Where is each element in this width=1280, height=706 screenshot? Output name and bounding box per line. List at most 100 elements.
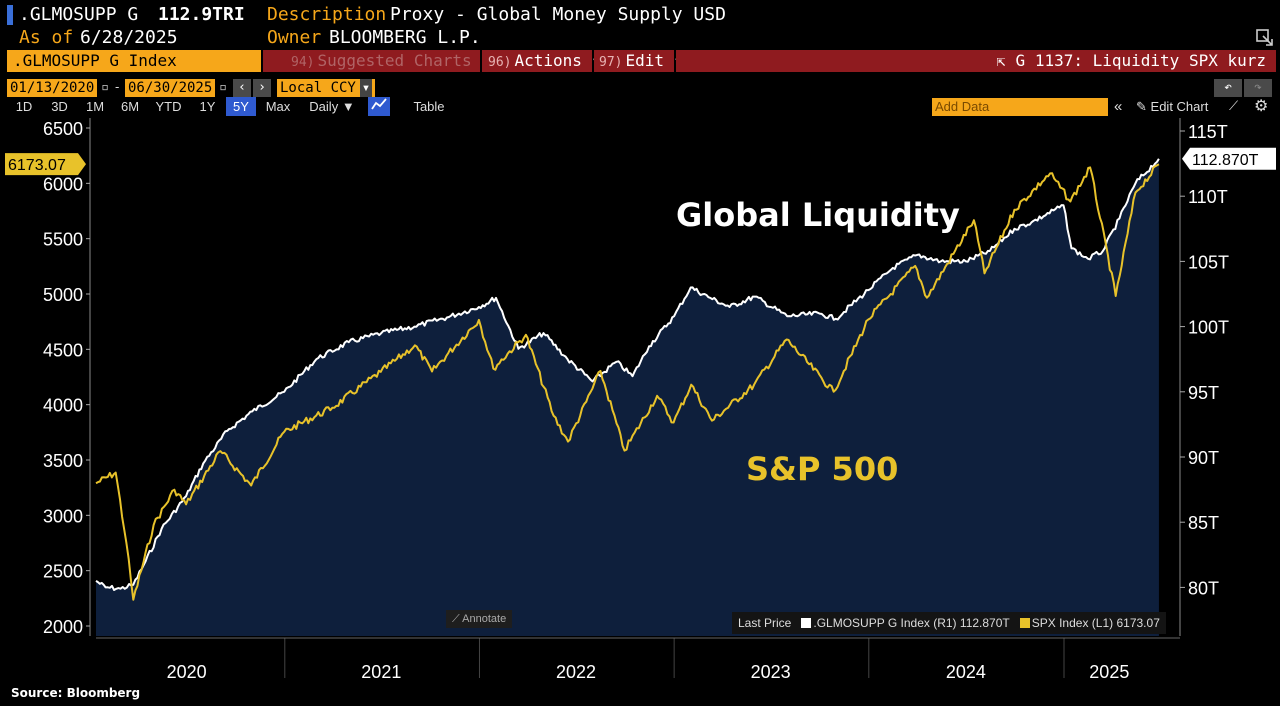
undo-icon[interactable]: ↶ [1214, 79, 1242, 97]
security-field[interactable]: .GLMOSUPP G Index [7, 50, 261, 72]
suggested-charts-num: 94) [291, 55, 315, 70]
gear-icon[interactable]: ⚙ [1254, 98, 1269, 115]
left-tick-label: 5000 [43, 285, 83, 305]
actions-button[interactable]: 96) Actions ▾ [482, 50, 601, 72]
left-tick-label: 6500 [43, 119, 83, 139]
date-separator: - [115, 79, 120, 94]
legend-spx-value: 6173.07 [1116, 616, 1160, 630]
redo-icon[interactable]: ↷ [1244, 79, 1272, 97]
chevron-left-icon[interactable]: ‹ [233, 79, 251, 97]
export-icon[interactable] [1254, 27, 1274, 47]
line-chart-icon[interactable] [368, 97, 390, 116]
frequency-select[interactable]: Daily ▼ [309, 99, 355, 114]
description-label: Description [267, 4, 387, 25]
left-tick-label: 3000 [43, 506, 83, 526]
start-date-input[interactable]: 01/13/2020 [7, 79, 97, 97]
owner-label: Owner [267, 27, 322, 48]
legend-liquidity-name: .GLMOSUPP G Index [813, 616, 930, 630]
add-data-input[interactable]: Add Data [932, 98, 1108, 116]
pencil-icon: ✎ [1136, 99, 1147, 114]
chart-name: G 1137: Liquidity SPX kurz [1015, 51, 1266, 70]
edit-button[interactable]: 97) Edit ▾ [594, 50, 683, 72]
asof-date: 6/28/2025 [80, 27, 178, 48]
draw-icon[interactable]: ⟋ [1229, 98, 1239, 113]
right-tick-label: 85T [1188, 513, 1219, 533]
annotation-global-liquidity: Global Liquidity [676, 196, 960, 234]
owner: BLOOMBERG L.P. [329, 27, 481, 48]
right-last-badge [1182, 147, 1276, 170]
legend-spx-name: SPX Index [1031, 616, 1089, 630]
legend-liquidity-axis: (R1) [933, 616, 957, 630]
ticker: .GLMOSUPP G [19, 4, 139, 25]
last-value: 112.9TRI [158, 4, 245, 25]
legend-liquidity-value: 112.870T [959, 616, 1010, 630]
edit-chart-label: Edit Chart [1150, 99, 1209, 114]
legend-title: Last Price [738, 616, 792, 630]
end-date-input[interactable]: 06/30/2025 [125, 79, 215, 97]
right-last-label: 112.870T [1192, 152, 1259, 169]
liquidity-area [96, 158, 1159, 637]
x-tick-label: 2023 [751, 662, 791, 682]
left-tick-label: 5500 [43, 230, 83, 250]
edit-chart-button[interactable]: ✎ Edit Chart [1136, 99, 1208, 115]
calendar-icon[interactable]: ▫ [99, 79, 111, 97]
range-button-1d[interactable]: 1D [15, 99, 33, 114]
left-tick-label: 4500 [43, 340, 83, 360]
currency-select[interactable]: Local CCY ▾ [277, 79, 375, 97]
actions-label: Actions [514, 51, 582, 70]
x-tick-label: 2020 [167, 662, 207, 682]
left-tick-label: 2000 [43, 617, 83, 637]
x-tick-label: 2025 [1089, 662, 1129, 682]
legend-spx-axis: (L1) [1091, 616, 1114, 630]
left-tick-label: 6000 [43, 174, 83, 194]
range-button-5y[interactable]: 5Y [226, 97, 256, 116]
annotate-label: Annotate [462, 613, 507, 625]
left-tick-label: 4000 [43, 396, 83, 416]
edit-label: Edit [625, 51, 665, 70]
left-last-label: 6173.07 [8, 157, 66, 174]
chart-name-bar[interactable]: ⇱ G 1137: Liquidity SPX kurz [676, 50, 1276, 72]
range-button-max[interactable]: Max [265, 99, 291, 114]
right-tick-label: 115T [1188, 122, 1228, 142]
suggested-charts-label: Suggested Charts [317, 51, 472, 70]
currency-value: Local CCY [280, 80, 356, 96]
source-note: Source: Bloomberg [11, 686, 141, 700]
frequency-value: Daily [309, 99, 339, 114]
range-button-3d[interactable]: 3D [51, 99, 68, 114]
spx-line [95, 163, 1160, 601]
range-button-1y[interactable]: 1Y [199, 99, 216, 114]
annotation-sp500: S&P 500 [746, 450, 898, 488]
left-last-badge [5, 153, 86, 176]
table-button[interactable]: Table [413, 99, 445, 114]
left-tick-label: 3500 [43, 451, 83, 471]
actions-num: 96) [488, 55, 512, 70]
calendar-icon[interactable]: ▫ [217, 79, 229, 97]
annotate-button[interactable]: ⟋ Annotate [446, 610, 513, 628]
pencil-icon: ⟋ [452, 613, 460, 625]
chevron-right-icon[interactable]: › [253, 79, 271, 97]
left-tick-label: 2500 [43, 562, 83, 582]
open-external-icon: ⇱ [996, 52, 1006, 70]
collapse-icon[interactable]: « [1114, 98, 1123, 115]
x-tick-label: 2022 [556, 662, 596, 682]
legend: Last Price .GLMOSUPP G Index (R1) 112.87… [732, 612, 1166, 634]
liquidity-line [95, 158, 1160, 591]
description: Proxy - Global Money Supply USD [390, 4, 726, 25]
asof-label: As of [19, 27, 74, 48]
chevron-down-icon: ▾ [360, 79, 372, 97]
right-tick-label: 100T [1188, 318, 1229, 338]
range-button-6m[interactable]: 6M [120, 99, 140, 114]
x-tick-label: 2021 [361, 662, 401, 682]
edit-num: 97) [599, 55, 623, 70]
right-tick-label: 105T [1188, 252, 1229, 272]
security-marker [7, 5, 13, 25]
range-button-ytd[interactable]: YTD [155, 99, 182, 114]
range-button-1m[interactable]: 1M [85, 99, 105, 114]
suggested-charts-button[interactable]: 94)Suggested Charts ▾ [263, 50, 491, 72]
right-tick-label: 110T [1188, 187, 1228, 207]
right-tick-label: 90T [1188, 448, 1219, 468]
right-tick-label: 80T [1188, 578, 1219, 598]
legend-swatch-liquidity [801, 618, 812, 628]
x-tick-label: 2024 [946, 662, 986, 682]
right-tick-label: 95T [1188, 383, 1219, 403]
